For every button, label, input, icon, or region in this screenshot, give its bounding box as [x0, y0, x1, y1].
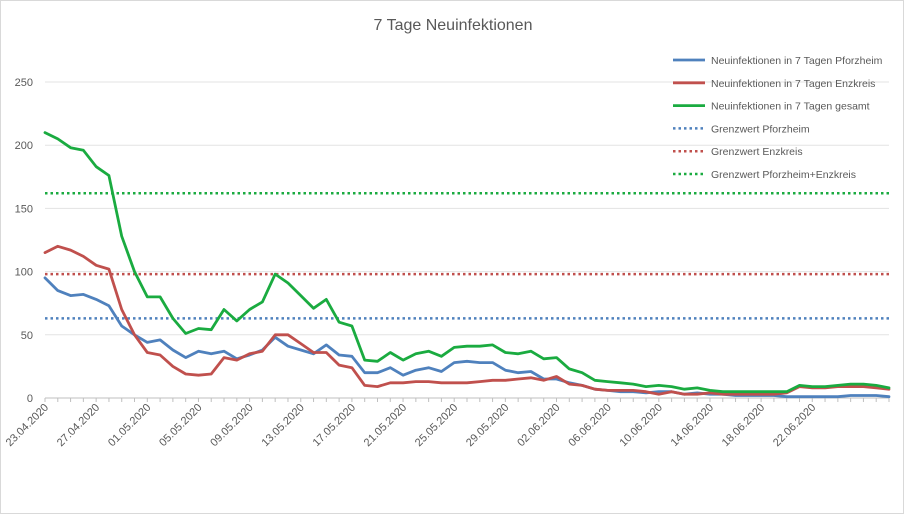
- x-tick-label: 01.05.2020: [106, 402, 153, 449]
- x-tick-label: 17.05.2020: [311, 402, 358, 449]
- x-tick-label: 14.06.2020: [669, 402, 716, 449]
- legend: Neuinfektionen in 7 Tagen Pforzheim Neuin…: [673, 55, 883, 181]
- series-line-0: [43, 276, 891, 399]
- legend-entry: Grenzwert Pforzheim: [711, 123, 810, 135]
- y-tick-label: 200: [15, 140, 33, 152]
- legend-entry: Grenzwert Enzkreis: [711, 146, 803, 158]
- x-tick-label: 02.06.2020: [515, 402, 562, 449]
- chart-title: 7 Tage Neuinfektionen: [374, 17, 533, 34]
- series-line-2: [43, 131, 891, 394]
- y-tick-label: 250: [15, 77, 33, 89]
- y-axis-tick-labels: 0 50 100 150 200 250: [15, 77, 33, 405]
- legend-entry: Neuinfektionen in 7 Tagen Pforzheim: [711, 55, 883, 67]
- y-tick-label: 100: [15, 267, 33, 279]
- series-line-1: [43, 244, 891, 396]
- plot-area: [43, 131, 891, 399]
- x-tick-label: 23.04.2020: [4, 402, 51, 449]
- y-tick-label: 50: [21, 330, 33, 342]
- x-tick-label: 10.06.2020: [618, 402, 665, 449]
- x-tick-label: 13.05.2020: [259, 402, 306, 449]
- x-tick-label: 27.04.2020: [55, 402, 102, 449]
- x-tick-label: 18.06.2020: [720, 402, 767, 449]
- x-axis: 23.04.2020 27.04.2020 01.05.2020 05.05.2020…: [4, 398, 890, 449]
- x-tick-label: 25.05.2020: [413, 402, 460, 449]
- x-tick-label: 06.06.2020: [566, 402, 613, 449]
- x-tick-label: 22.06.2020: [771, 402, 818, 449]
- x-tick-label: 21.05.2020: [362, 402, 409, 449]
- x-tick-label: 09.05.2020: [208, 402, 255, 449]
- legend-entry: Grenzwert Pforzheim+Enzkreis: [711, 169, 856, 181]
- y-tick-label: 0: [27, 393, 33, 405]
- y-tick-label: 150: [15, 203, 33, 215]
- legend-entry: Neuinfektionen in 7 Tagen Enzkreis: [711, 78, 875, 90]
- x-tick-label: 05.05.2020: [157, 402, 204, 449]
- x-tick-label: 29.05.2020: [464, 402, 511, 449]
- legend-entry: Neuinfektionen in 7 Tagen gesamt: [711, 101, 870, 113]
